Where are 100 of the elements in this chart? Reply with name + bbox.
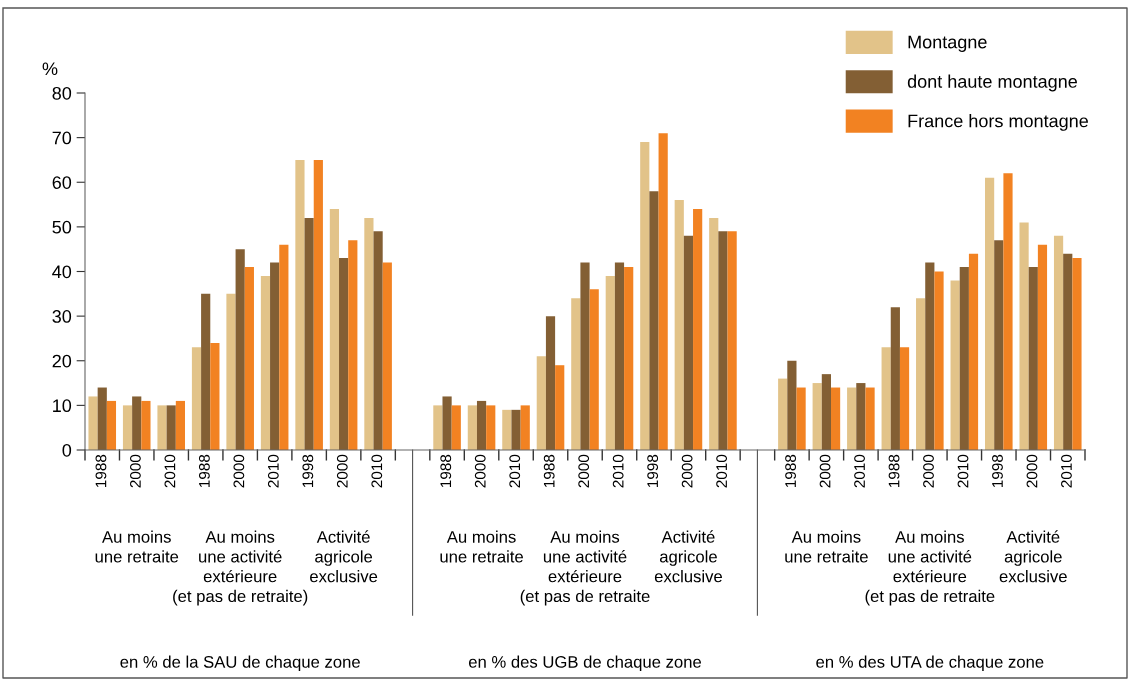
x-tick-label: 1988 bbox=[198, 454, 210, 487]
bar bbox=[640, 142, 650, 450]
bar bbox=[295, 159, 305, 450]
bar bbox=[175, 400, 185, 450]
bar bbox=[865, 387, 875, 450]
bar bbox=[210, 342, 220, 450]
bar bbox=[925, 262, 935, 450]
bar bbox=[88, 396, 98, 450]
y-tick-label: 40 bbox=[52, 265, 72, 279]
bar bbox=[1063, 253, 1073, 450]
bar bbox=[1037, 244, 1048, 450]
y-axis-title: % bbox=[42, 62, 58, 76]
x-tick-label: 1988 bbox=[440, 454, 452, 487]
bar bbox=[787, 360, 797, 450]
text: Au moins une retraite bbox=[95, 530, 179, 563]
bar bbox=[985, 177, 995, 450]
bar bbox=[339, 258, 349, 450]
bar bbox=[821, 374, 831, 450]
text: en % des UTA de chaque zone bbox=[816, 655, 1044, 672]
x-tick-label: 2010 bbox=[164, 454, 176, 488]
bar bbox=[201, 293, 211, 450]
bar bbox=[994, 240, 1004, 450]
bar bbox=[658, 133, 668, 450]
bar bbox=[571, 298, 581, 450]
bar bbox=[890, 307, 900, 450]
bar bbox=[226, 293, 236, 450]
bar bbox=[122, 405, 133, 450]
bar bbox=[279, 244, 289, 450]
legend-label: Montagne bbox=[908, 35, 987, 52]
bar bbox=[693, 209, 703, 450]
bar bbox=[1028, 267, 1038, 450]
bar bbox=[614, 262, 625, 450]
text: en % de la SAU de chaque zone bbox=[120, 655, 360, 672]
y-tick-label: 50 bbox=[52, 220, 72, 234]
bar bbox=[260, 275, 271, 450]
bar bbox=[520, 405, 530, 450]
bar bbox=[329, 209, 340, 450]
bar bbox=[580, 262, 590, 450]
bar bbox=[916, 298, 926, 450]
bar bbox=[141, 400, 151, 450]
y-tick-label: 70 bbox=[52, 131, 72, 145]
x-tick-label: 2000 bbox=[130, 454, 141, 488]
x-tick-label: 2010 bbox=[854, 454, 865, 488]
bar bbox=[373, 231, 383, 450]
bar bbox=[536, 356, 546, 450]
bar bbox=[605, 275, 615, 450]
bar bbox=[624, 267, 634, 450]
text: en % des UGB de chaque zone bbox=[468, 655, 702, 672]
x-tick-label: 2010 bbox=[371, 454, 383, 488]
bar bbox=[157, 405, 167, 450]
bar bbox=[727, 231, 737, 450]
x-tick-label: 2000 bbox=[336, 454, 348, 488]
bar bbox=[589, 289, 599, 450]
bar bbox=[442, 396, 452, 450]
x-tick-label: 1998 bbox=[992, 454, 1003, 487]
x-tick-label: 2010 bbox=[267, 454, 279, 488]
bar bbox=[486, 405, 496, 450]
bar bbox=[950, 280, 960, 450]
bar bbox=[856, 383, 866, 450]
legend-label: dont haute montagne bbox=[907, 74, 1077, 92]
bar bbox=[545, 316, 556, 450]
bar bbox=[132, 396, 142, 450]
bar bbox=[968, 253, 979, 450]
bar bbox=[796, 387, 806, 450]
x-tick-label: 2000 bbox=[819, 454, 831, 488]
bar bbox=[709, 217, 719, 450]
x-tick-label: 1988 bbox=[888, 454, 900, 487]
bar bbox=[1053, 235, 1064, 450]
x-tick-label: 1998 bbox=[302, 454, 314, 487]
bar bbox=[270, 262, 280, 450]
text: Activité agricole exclusive bbox=[654, 530, 722, 583]
bar bbox=[830, 387, 841, 450]
legend-label: France hors montagne bbox=[908, 114, 1088, 131]
bar bbox=[476, 400, 487, 450]
y-tick-label: 80 bbox=[52, 86, 72, 100]
x-tick-label: 2010 bbox=[957, 454, 969, 488]
x-tick-label: 2000 bbox=[474, 454, 486, 488]
x-tick-label: 1988 bbox=[95, 454, 107, 487]
x-tick-label: 2000 bbox=[578, 454, 590, 488]
y-tick-label: 30 bbox=[52, 310, 72, 323]
bar bbox=[364, 217, 374, 450]
bar bbox=[649, 191, 659, 450]
bar bbox=[433, 405, 443, 450]
bar bbox=[683, 235, 694, 450]
x-tick-label: 2010 bbox=[716, 454, 728, 488]
y-tick-label: 60 bbox=[52, 176, 72, 189]
text: Activité agricole exclusive bbox=[310, 530, 378, 583]
bar bbox=[502, 409, 512, 450]
y-tick-label: 20 bbox=[52, 354, 72, 368]
y-tick-label: 10 bbox=[53, 399, 72, 413]
bar bbox=[313, 159, 323, 450]
bar bbox=[959, 267, 969, 450]
bar bbox=[899, 347, 910, 450]
bar bbox=[934, 271, 944, 450]
bar bbox=[847, 387, 857, 450]
bar bbox=[555, 365, 565, 450]
x-tick-label: 1988 bbox=[543, 454, 555, 487]
bar bbox=[106, 400, 117, 450]
x-tick-label: 2010 bbox=[509, 454, 521, 488]
y-tick-label: 0 bbox=[62, 443, 72, 457]
